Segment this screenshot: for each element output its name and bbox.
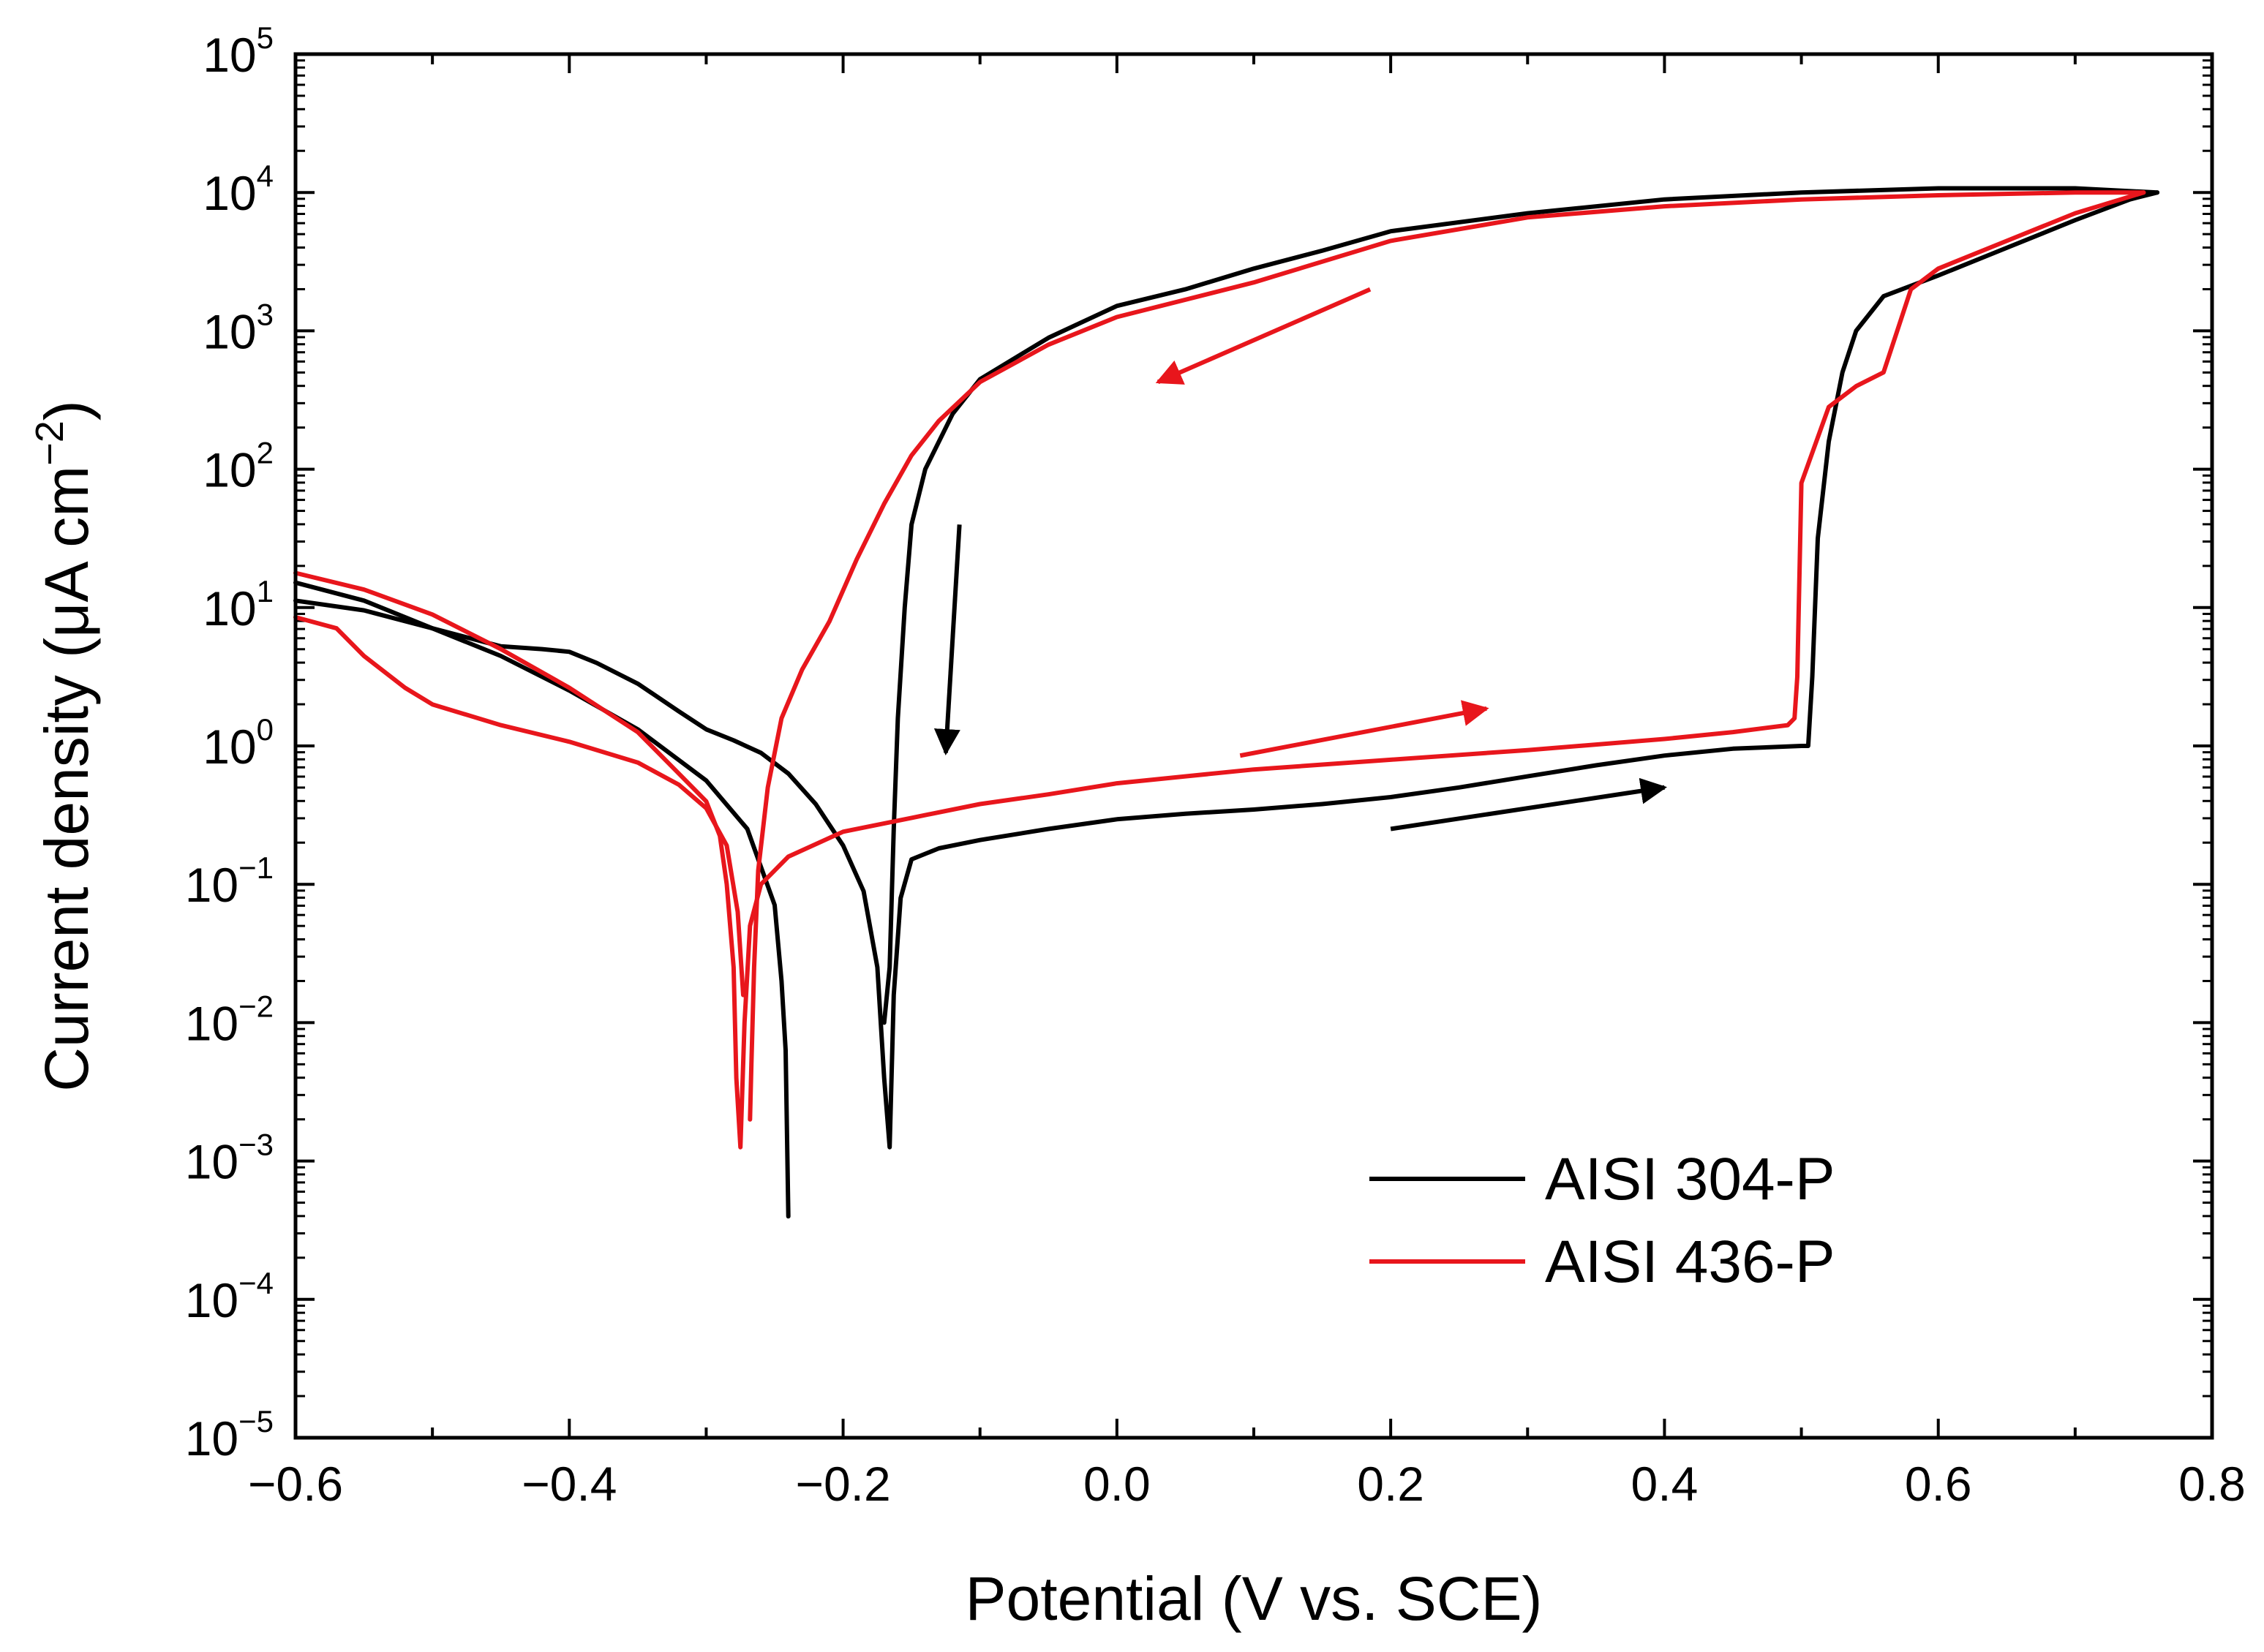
x-axis-label: Potential (V vs. SCE)	[966, 1564, 1543, 1633]
scan-direction-arrow	[1155, 287, 1372, 385]
x-tick-label: 0.2	[1357, 1457, 1424, 1511]
series-line-aisi-304-seg-1	[881, 186, 2160, 1025]
x-tick-label: 0.4	[1631, 1457, 1699, 1511]
scan-direction-arrow	[1390, 777, 1667, 831]
legend-label-aisi-304: AISI 304-P	[1545, 1146, 1835, 1212]
series-line-aisi-436-seg-0	[293, 190, 2146, 1150]
y-tick-label: 105	[203, 20, 274, 82]
y-tick-label: 10−2	[185, 989, 274, 1050]
legend: AISI 304-P AISI 436-P	[1369, 1146, 1835, 1295]
series-line-aisi-304-seg-0	[293, 190, 2160, 1150]
y-tick-label: 10−4	[185, 1266, 274, 1327]
y-tick-labels: 105 104 103 102 101 100 10−1 10−2 10−3 10−4 10−5	[185, 20, 274, 1466]
plot-frame	[293, 52, 2214, 1440]
y-axis-label: Current density (μA cm−2)	[28, 400, 101, 1092]
y-tick-label: 10−5	[185, 1404, 274, 1466]
y-tick-label: 102	[203, 436, 274, 497]
x-tick-labels: −0.6 −0.4 −0.2 0.0 0.2 0.4 0.6 0.8	[248, 1457, 2246, 1511]
y-tick-label: 10−1	[185, 850, 274, 912]
legend-label-aisi-436: AISI 436-P	[1545, 1229, 1835, 1295]
x-tick-label: −0.2	[795, 1457, 890, 1511]
x-tick-label: −0.6	[248, 1457, 343, 1511]
series-line-aisi-436-seg-2	[293, 615, 745, 997]
annotation-layer	[933, 287, 1667, 831]
scan-direction-arrow	[1239, 700, 1489, 758]
y-tick-label: 104	[203, 159, 274, 220]
series-line-aisi-304-seg-2	[293, 598, 791, 1219]
x-tick-label: 0.6	[1905, 1457, 1972, 1511]
y-tick-label: 101	[203, 574, 274, 635]
series-layer	[293, 186, 2160, 1219]
y-tick-label: 103	[203, 297, 274, 358]
series-line-aisi-436-seg-1	[748, 190, 2146, 1122]
y-tick-label: 100	[203, 712, 274, 774]
x-tick-label: 0.8	[2178, 1457, 2246, 1511]
x-tick-label: 0.0	[1083, 1457, 1151, 1511]
x-tick-label: −0.4	[522, 1457, 617, 1511]
y-tick-label: 10−3	[185, 1128, 274, 1189]
scan-direction-arrow	[933, 524, 962, 756]
